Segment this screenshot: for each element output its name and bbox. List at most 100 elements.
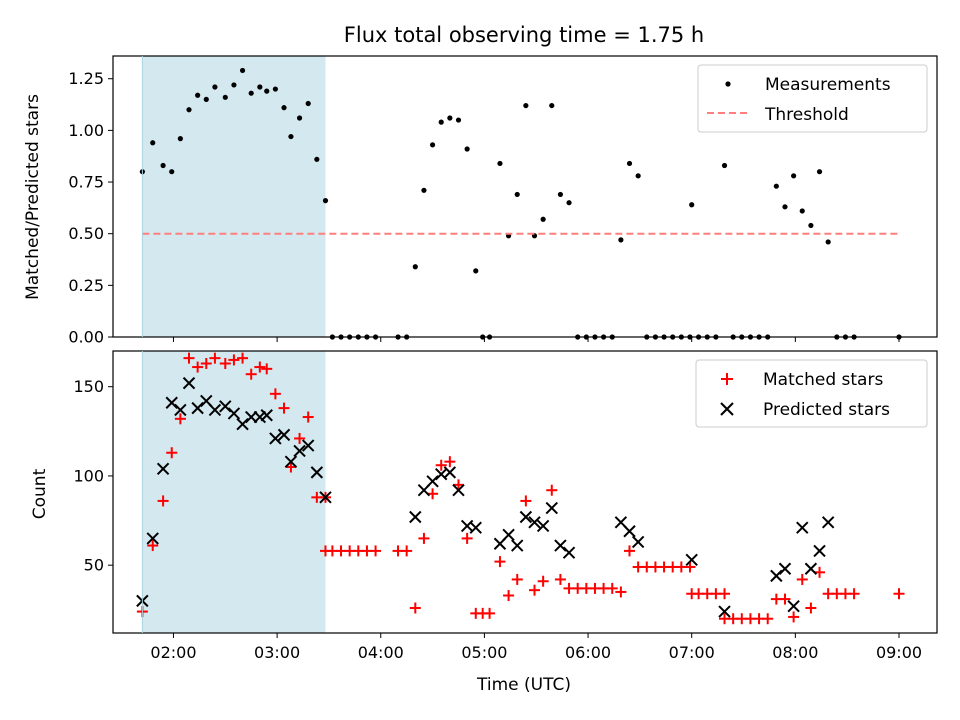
- matched-stars-point: [237, 352, 249, 364]
- measurement-point: [305, 100, 311, 107]
- measurement-point: [281, 105, 287, 111]
- measurement-point: [257, 84, 263, 90]
- ratio-y-tick-label: 1.00: [68, 121, 104, 140]
- matched-stars-point: [788, 611, 800, 623]
- matched-stars-point: [719, 588, 731, 600]
- matched-stars-point: [779, 593, 791, 605]
- predicted-stars-point: [293, 444, 306, 458]
- matched-stars-point: [302, 411, 314, 423]
- matched-stars-point: [444, 456, 456, 468]
- predicted-stars-point: [260, 409, 273, 422]
- matched-stars-point: [192, 361, 204, 373]
- predicted-stars-point: [301, 439, 315, 452]
- measurement-point: [540, 216, 546, 222]
- predicted-stars-point: [452, 484, 465, 497]
- matched-stars-point: [546, 484, 558, 496]
- measurement-point: [160, 162, 166, 169]
- count-shaded-interval: [142, 351, 326, 633]
- matched-stars-point: [494, 556, 506, 568]
- measurement-point: [566, 200, 572, 206]
- measurement-point: [150, 140, 156, 146]
- matched-stars-point: [684, 561, 696, 573]
- predicted-stars-point: [502, 528, 515, 542]
- predicted-stars-point: [631, 535, 645, 549]
- matched-stars-point: [157, 495, 169, 507]
- count-y-tick-label: 100: [73, 466, 104, 485]
- chart-title: Flux total observing time = 1.75 h: [344, 23, 704, 47]
- predicted-stars-point: [778, 562, 792, 575]
- predicted-stars-point: [804, 562, 818, 575]
- predicted-stars-point: [821, 516, 835, 529]
- predicted-stars-point: [554, 539, 567, 552]
- measurement-point: [177, 136, 183, 142]
- legend-matched-label: Matched stars: [763, 370, 883, 390]
- measurement-point: [447, 115, 453, 121]
- predicted-stars-point: [236, 417, 249, 431]
- ratio-y-axis-label: Matched/Predicted stars: [23, 94, 43, 300]
- matched-stars-point: [200, 357, 212, 369]
- count-x-tick-label: 03:00: [254, 643, 300, 662]
- count-y-axis-label: Count: [30, 468, 50, 519]
- predicted-stars-point: [796, 521, 809, 534]
- count-legend-box: [695, 359, 928, 428]
- measurement-point: [816, 169, 823, 175]
- predicted-stars-point: [208, 403, 222, 417]
- count-legend: Matched stars Predicted stars: [695, 359, 928, 428]
- count-x-tick-label: 08:00: [772, 643, 818, 662]
- matched-stars-point: [209, 352, 221, 364]
- measurement-point: [782, 204, 788, 210]
- measurement-point: [464, 146, 470, 152]
- matched-stars-point: [285, 461, 297, 473]
- measurement-point: [721, 162, 728, 169]
- count-x-tick-label: 09:00: [876, 643, 922, 662]
- measurement-point: [412, 264, 418, 270]
- measurement-point: [808, 222, 814, 229]
- predicted-stars-point: [443, 466, 457, 479]
- ratio-panel: 0.00 0.25 0.50 0.75 1.00 1.25 Matched/Predict…: [23, 55, 938, 347]
- measurement-point: [473, 268, 479, 274]
- matched-stars-point: [228, 354, 240, 366]
- matched-stars-point: [219, 357, 231, 369]
- measurement-point: [438, 119, 444, 125]
- predicted-stars-point: [219, 400, 232, 413]
- measurement-point: [549, 102, 555, 109]
- matched-stars-point: [435, 459, 447, 471]
- ratio-legend: Measurements Threshold: [697, 64, 928, 133]
- matched-stars-point: [294, 432, 306, 444]
- legend-predicted-marker: [720, 402, 734, 416]
- measurement-point: [626, 160, 633, 167]
- measurement-point: [264, 88, 270, 94]
- ratio-y-tick-label: 1.25: [68, 69, 104, 88]
- legend-measurements-label: Measurements: [765, 75, 891, 95]
- predicted-stars-point: [409, 510, 422, 524]
- measurement-point: [296, 115, 303, 121]
- matched-stars-point: [452, 479, 464, 491]
- measurement-point: [239, 67, 246, 74]
- count-y-tick-label: 150: [73, 377, 104, 396]
- matched-stars-point: [484, 607, 496, 619]
- measurement-point: [773, 183, 779, 189]
- predicted-stars-point: [174, 403, 187, 417]
- measurement-point: [288, 133, 294, 140]
- ratio-y-tick-label: 0.00: [68, 328, 104, 347]
- matched-stars-point: [147, 540, 159, 552]
- matched-stars-point: [278, 402, 290, 414]
- ratio-y-tick-label: 0.50: [68, 224, 104, 243]
- measurement-point: [314, 156, 320, 162]
- matched-stars-point: [537, 575, 549, 587]
- predicted-stars-point: [770, 569, 783, 583]
- predicted-stars-point: [685, 553, 698, 567]
- count-x-tick-label: 05:00: [461, 643, 507, 662]
- matched-stars-point: [245, 368, 257, 380]
- matched-stars-point: [174, 413, 186, 425]
- count-axes-frame: [112, 350, 938, 634]
- predicted-stars-point: [310, 466, 324, 479]
- legend-measurements-marker: [725, 81, 731, 87]
- matched-stars-point: [520, 495, 532, 507]
- matched-stars-point: [254, 361, 266, 373]
- matched-stars-point: [529, 584, 541, 596]
- measurement-point: [791, 173, 797, 179]
- ratio-shaded-interval: [142, 56, 326, 337]
- matched-stars-point: [370, 545, 382, 557]
